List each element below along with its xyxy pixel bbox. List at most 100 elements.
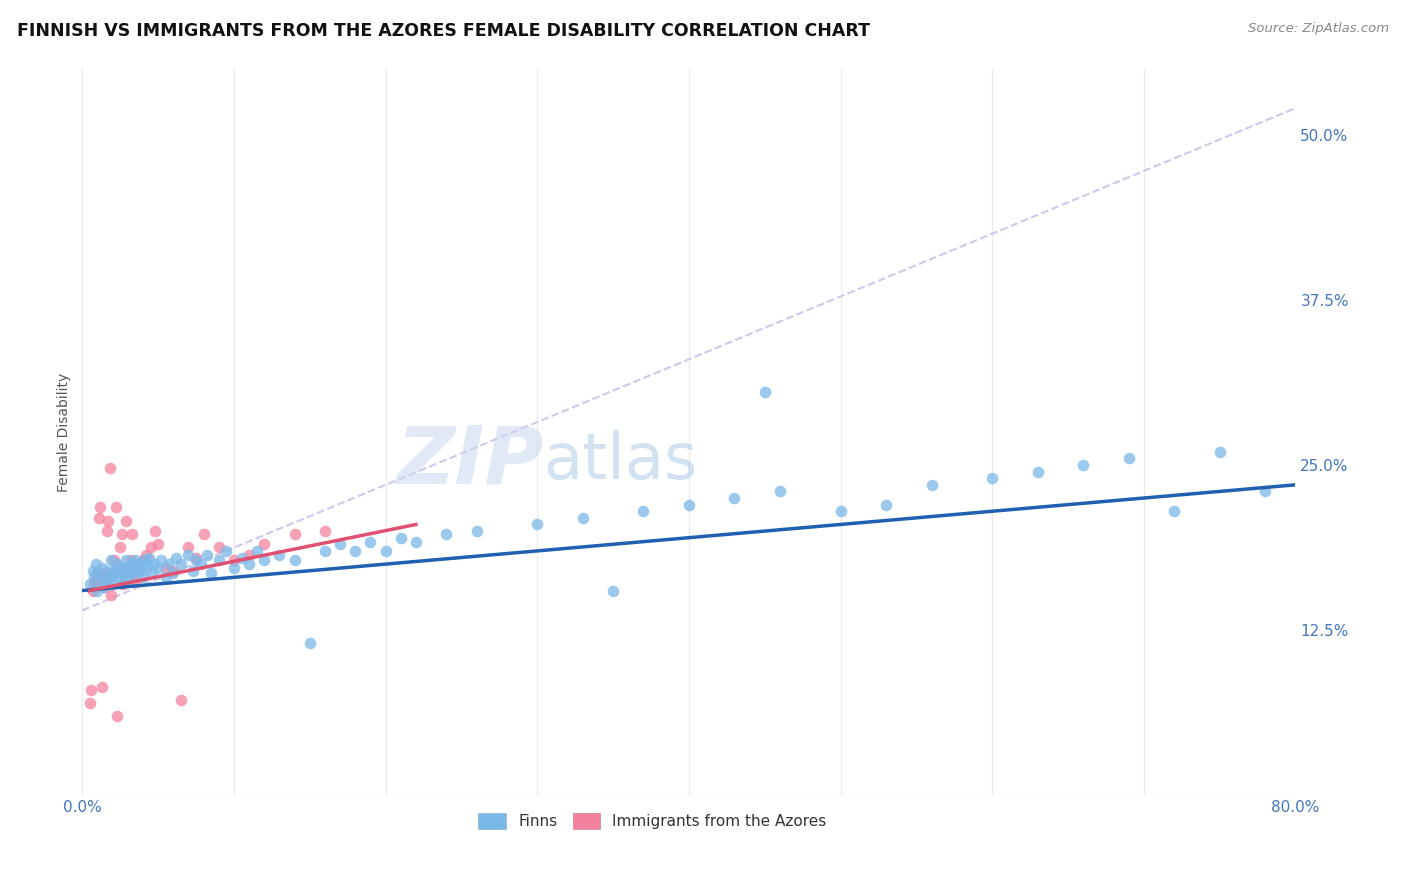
Point xyxy=(98,570,121,584)
Point xyxy=(238,548,260,562)
Point xyxy=(143,524,166,538)
Point xyxy=(170,693,193,707)
Point xyxy=(132,570,155,584)
Point xyxy=(121,526,143,541)
Point xyxy=(96,574,118,589)
Point xyxy=(136,557,159,571)
Point xyxy=(359,534,381,549)
Point xyxy=(162,564,184,578)
Point xyxy=(389,531,412,545)
Point xyxy=(108,561,131,575)
Point xyxy=(170,557,193,571)
Point xyxy=(104,566,127,581)
Point xyxy=(91,561,114,575)
Point xyxy=(82,564,104,578)
Point xyxy=(222,553,245,567)
Point xyxy=(162,566,184,581)
Point xyxy=(723,491,745,505)
Point xyxy=(155,570,177,584)
Point xyxy=(124,574,146,589)
Point xyxy=(93,580,115,594)
Point xyxy=(434,526,457,541)
Point xyxy=(875,498,897,512)
Point xyxy=(121,557,143,571)
Point xyxy=(1163,504,1185,518)
Point xyxy=(115,553,138,567)
Point xyxy=(94,566,117,581)
Point xyxy=(100,553,122,567)
Point xyxy=(1071,458,1094,472)
Point xyxy=(155,561,177,575)
Point xyxy=(633,504,655,518)
Point xyxy=(405,534,427,549)
Point xyxy=(602,583,624,598)
Point xyxy=(921,478,943,492)
Point xyxy=(146,537,169,551)
Point xyxy=(129,564,152,578)
Point xyxy=(97,514,120,528)
Point xyxy=(141,566,163,581)
Point xyxy=(830,504,852,518)
Point xyxy=(84,574,107,589)
Point xyxy=(86,583,108,598)
Point xyxy=(97,564,120,578)
Point xyxy=(1026,465,1049,479)
Point xyxy=(222,561,245,575)
Point xyxy=(678,498,700,512)
Point xyxy=(101,566,124,581)
Point xyxy=(298,636,321,650)
Point xyxy=(104,500,127,515)
Point xyxy=(284,526,307,541)
Point xyxy=(215,544,238,558)
Point xyxy=(181,564,204,578)
Text: FINNISH VS IMMIGRANTS FROM THE AZORES FEMALE DISABILITY CORRELATION CHART: FINNISH VS IMMIGRANTS FROM THE AZORES FE… xyxy=(17,22,870,40)
Point xyxy=(146,561,169,575)
Point xyxy=(184,550,207,565)
Point xyxy=(344,544,367,558)
Point xyxy=(89,500,111,515)
Point xyxy=(124,553,146,567)
Point xyxy=(86,566,108,581)
Point xyxy=(165,550,187,565)
Point xyxy=(93,580,115,594)
Point xyxy=(157,557,180,571)
Point xyxy=(571,511,593,525)
Point xyxy=(83,577,105,591)
Point xyxy=(79,696,101,710)
Point xyxy=(135,561,157,575)
Point xyxy=(111,566,134,581)
Point xyxy=(112,559,135,574)
Point xyxy=(118,561,141,575)
Point xyxy=(1118,451,1140,466)
Point xyxy=(134,553,156,567)
Point xyxy=(177,540,200,554)
Point xyxy=(465,524,488,538)
Point xyxy=(208,553,231,567)
Point xyxy=(94,570,117,584)
Point xyxy=(284,553,307,567)
Point xyxy=(86,570,108,584)
Point xyxy=(94,570,117,584)
Point xyxy=(105,709,128,723)
Point xyxy=(195,548,218,562)
Point xyxy=(177,548,200,562)
Point xyxy=(246,544,269,558)
Point xyxy=(132,553,155,567)
Point xyxy=(208,540,231,554)
Point xyxy=(135,548,157,562)
Point xyxy=(314,524,336,538)
Point xyxy=(269,548,291,562)
Point xyxy=(1208,444,1230,458)
Point xyxy=(150,553,173,567)
Point xyxy=(80,682,103,697)
Point xyxy=(117,570,139,584)
Point xyxy=(107,564,129,578)
Point xyxy=(122,566,145,581)
Text: ZIP: ZIP xyxy=(396,422,543,500)
Point xyxy=(127,557,149,571)
Point xyxy=(87,511,110,525)
Point xyxy=(83,570,105,584)
Point xyxy=(108,540,131,554)
Point xyxy=(79,577,101,591)
Point xyxy=(103,564,125,578)
